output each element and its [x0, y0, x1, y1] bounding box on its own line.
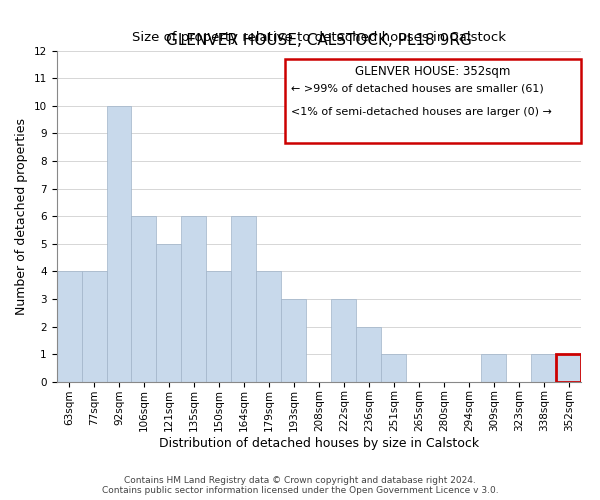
Bar [82, 272, 107, 382]
FancyBboxPatch shape [285, 59, 581, 144]
Bar [157, 244, 181, 382]
Bar [356, 326, 382, 382]
Bar [56, 272, 82, 382]
Bar [232, 216, 256, 382]
Bar [107, 106, 131, 382]
Bar [131, 216, 157, 382]
Bar [382, 354, 406, 382]
Bar [556, 354, 581, 382]
Title: GLENVER HOUSE, CALSTOCK, PL18 9RG: GLENVER HOUSE, CALSTOCK, PL18 9RG [166, 33, 472, 48]
Text: <1% of semi-detached houses are larger (0) →: <1% of semi-detached houses are larger (… [291, 107, 552, 117]
Text: ← >99% of detached houses are smaller (61): ← >99% of detached houses are smaller (6… [291, 84, 544, 94]
Bar [181, 216, 206, 382]
Bar [481, 354, 506, 382]
Text: GLENVER HOUSE: 352sqm: GLENVER HOUSE: 352sqm [355, 65, 511, 78]
Bar [206, 272, 232, 382]
Text: Size of property relative to detached houses in Calstock: Size of property relative to detached ho… [132, 31, 506, 44]
X-axis label: Distribution of detached houses by size in Calstock: Distribution of detached houses by size … [159, 437, 479, 450]
Bar [256, 272, 281, 382]
Bar [281, 299, 307, 382]
Text: Contains HM Land Registry data © Crown copyright and database right 2024.
Contai: Contains HM Land Registry data © Crown c… [101, 476, 499, 495]
Bar [531, 354, 556, 382]
Bar [331, 299, 356, 382]
Y-axis label: Number of detached properties: Number of detached properties [15, 118, 28, 314]
